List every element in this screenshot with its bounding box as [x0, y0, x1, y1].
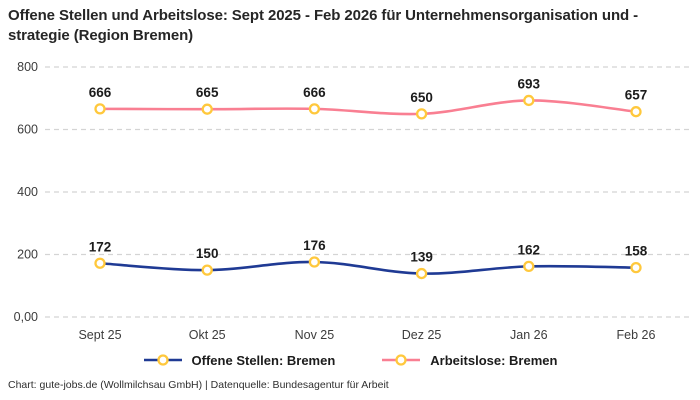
- x-tick-label: Feb 26: [617, 328, 656, 342]
- value-label: 162: [518, 242, 541, 257]
- data-point-marker[interactable]: [415, 108, 428, 120]
- legend-label-offene-stellen: Offene Stellen: Bremen: [191, 352, 336, 368]
- x-tick-label: Dez 25: [402, 328, 442, 342]
- data-point-marker[interactable]: [94, 103, 106, 115]
- series-line: [98, 99, 638, 116]
- data-point-marker[interactable]: [94, 257, 106, 269]
- value-label: 657: [625, 88, 648, 103]
- data-point-marker[interactable]: [308, 256, 321, 268]
- data-point-marker[interactable]: [523, 260, 535, 273]
- y-tick-label: 200: [17, 248, 38, 262]
- data-point-marker[interactable]: [630, 261, 642, 274]
- data-point-marker[interactable]: [308, 103, 321, 115]
- chart-title: Offene Stellen und Arbeitslose: Sept 202…: [8, 7, 639, 44]
- series-line: [98, 260, 638, 275]
- value-label: 666: [303, 85, 326, 100]
- x-tick-label: Sept 25: [78, 328, 121, 342]
- data-point-marker[interactable]: [415, 267, 428, 280]
- y-tick-label: 600: [17, 123, 38, 137]
- value-label: 158: [625, 244, 648, 259]
- x-tick-label: Nov 25: [295, 328, 335, 342]
- y-tick-label: 800: [17, 60, 38, 74]
- value-label: 139: [410, 250, 433, 265]
- value-label: 665: [196, 85, 219, 100]
- value-label: 666: [89, 85, 112, 100]
- x-tick-label: Jan 26: [510, 328, 548, 342]
- x-tick-label: Okt 25: [189, 328, 226, 342]
- data-point-marker[interactable]: [201, 264, 213, 276]
- legend-swatch-arbeitslose: [382, 354, 421, 366]
- legend-item-offene-stellen[interactable]: Offene Stellen: Bremen: [143, 352, 336, 368]
- legend: Offene Stellen: Bremen Arbeitslose: Brem…: [0, 347, 700, 373]
- value-label: 693: [518, 76, 541, 91]
- legend-label-arbeitslose: Arbeitslose: Bremen: [430, 352, 558, 368]
- data-point-marker[interactable]: [523, 94, 535, 107]
- value-label: 176: [303, 238, 326, 253]
- value-label: 150: [196, 246, 219, 261]
- source-attribution: Chart: gute-jobs.de (Wollmilchsau GmbH) …: [8, 379, 389, 391]
- legend-swatch-offene-stellen: [143, 354, 182, 366]
- data-point-marker[interactable]: [630, 106, 642, 118]
- data-point-marker[interactable]: [201, 103, 213, 115]
- y-tick-label: 400: [17, 185, 38, 199]
- value-label: 172: [89, 239, 112, 254]
- line-chart: 0,00 200 400 600 800 Sept 25 Okt 25 Nov 25 Dez 2…: [14, 60, 692, 342]
- value-label: 650: [410, 90, 433, 105]
- y-tick-label: 0,00: [14, 310, 38, 324]
- legend-item-arbeitslose[interactable]: Arbeitslose: Bremen: [381, 353, 557, 368]
